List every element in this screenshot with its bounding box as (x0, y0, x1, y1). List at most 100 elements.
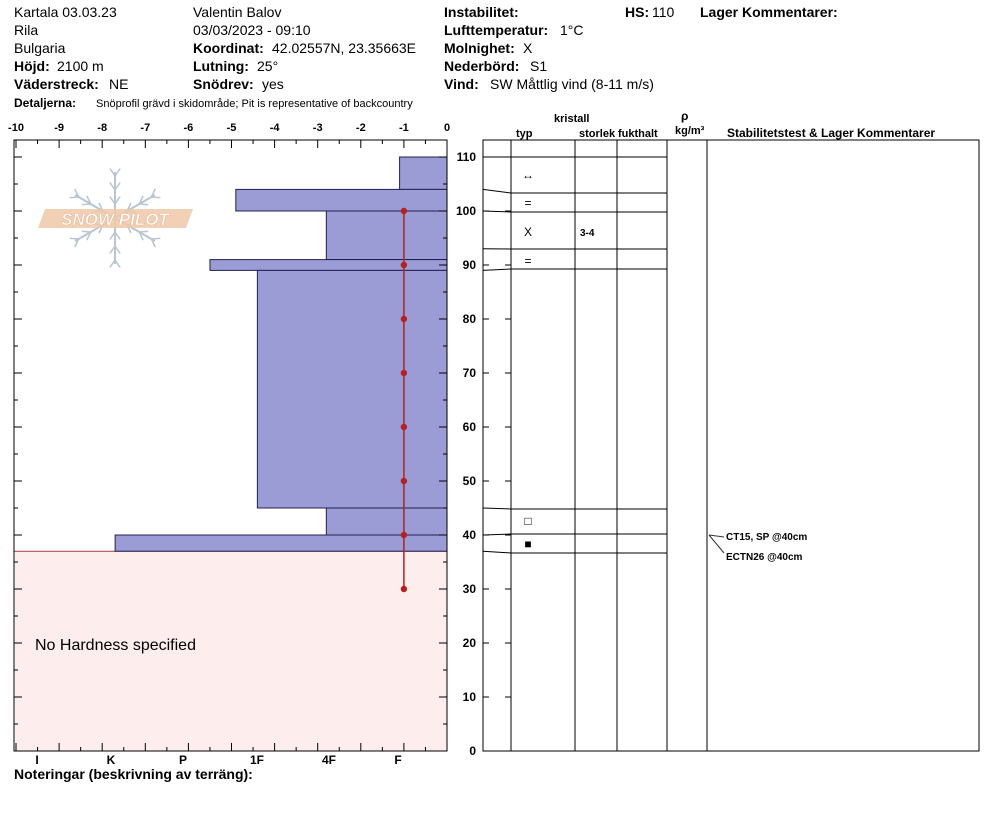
temp-tick-label: -6 (184, 122, 194, 134)
range-name: Rila (14, 22, 39, 38)
temp-tick-label: -3 (313, 122, 323, 134)
details-value: Snöprofil grävd i skidområde; Pit is rep… (96, 98, 413, 110)
snowflake-branch (139, 230, 149, 233)
stability-header: Stabilitetstest & Lager Kommentarer (727, 126, 936, 140)
snowflake-branch (109, 196, 116, 205)
table-frame (482, 139, 980, 752)
hardness-tick-label: K (107, 753, 116, 767)
precip-label: Nederbörd: (444, 58, 520, 74)
height-tick-label: 0 (469, 744, 476, 758)
plot-frame (13, 139, 448, 752)
height-tick-label: 110 (457, 150, 477, 164)
layer-connector (482, 550, 512, 554)
height-tick-label: 100 (456, 204, 476, 218)
stability-test-label: CT15, SP @40cm (726, 532, 807, 543)
no-hardness-text: No Hardness specified (35, 637, 196, 654)
snowflake-branch (86, 231, 92, 241)
hardness-tick-label: P (179, 753, 187, 767)
snowflake-branch (151, 196, 161, 199)
height-tick-label: 30 (463, 582, 477, 596)
temperature-point (400, 423, 408, 431)
height-tick-label: 20 (463, 636, 477, 650)
wind-label: Vind: (444, 76, 479, 92)
snowflake-branch (69, 237, 79, 240)
stability-pointer (708, 534, 725, 538)
logo-text: SNOW PILOT (61, 210, 170, 229)
kristall-header: kristall (554, 113, 590, 125)
height-tick-label: 90 (463, 258, 477, 272)
grain-type-symbol: = (524, 254, 531, 268)
layer-connector (482, 188, 512, 194)
notes-label: Noteringar (beskrivning av terräng): (14, 766, 253, 782)
temperature-point (400, 261, 408, 269)
temp-tick-label: -8 (97, 122, 107, 134)
instability-label: Instabilitet: (444, 4, 519, 20)
sky-value: X (523, 40, 533, 56)
snowflake-branch (109, 259, 116, 268)
temperature-point (400, 531, 408, 539)
snowflake-branch (81, 203, 91, 206)
temperature-point (400, 315, 408, 323)
snowflake-branch (81, 230, 91, 233)
drift-label: Snödrev: (193, 76, 254, 92)
temp-tick-label: -4 (270, 122, 281, 134)
layer-connector (482, 210, 512, 213)
snowflake-branch (114, 231, 121, 240)
snowflake-branch (114, 196, 121, 205)
snowflake-branch (74, 188, 80, 198)
height-tick-label: 40 (463, 528, 477, 542)
storlek-header: storlek (579, 128, 616, 140)
observation-datetime: 03/03/2023 - 09:10 (193, 22, 311, 38)
snowflake-branch (109, 168, 116, 177)
snowflake-branch (138, 231, 144, 241)
temp-tick-label: -2 (356, 122, 366, 134)
logo-banner (38, 209, 193, 228)
coordinate-label: Koordinat: (193, 40, 264, 56)
hardness-tick-label: I (35, 753, 38, 767)
fukthalt-header: fukthalt (618, 128, 658, 140)
grain-type-symbol: ■ (524, 537, 531, 551)
hardness-layer (256, 269, 448, 509)
snowflake-branch (150, 238, 156, 248)
sky-label: Molnighet: (444, 40, 515, 56)
grain-type-symbol: □ (524, 514, 531, 528)
grain-type-symbol: X (524, 225, 532, 239)
snowflake-branch (114, 245, 121, 254)
hardness-tick-label: 1F (250, 753, 264, 767)
snowflake-branch (109, 245, 116, 254)
slope-label: Lutning: (193, 58, 249, 74)
height-tick-label: 60 (463, 420, 477, 434)
temperature-point (400, 369, 408, 377)
elevation-label: Höjd: (14, 58, 50, 74)
height-tick-label: 10 (463, 690, 477, 704)
layer-comments-label: Lager Kommentarer: (700, 4, 838, 20)
stability-pointer (708, 534, 725, 554)
airtemp-label: Lufttemperatur: (444, 22, 549, 38)
layer-connector (482, 533, 512, 536)
temperature-point (400, 207, 408, 215)
layer-connector (482, 268, 512, 271)
hardness-tick-label: F (394, 753, 401, 767)
snowflake-branch (114, 259, 121, 268)
snowflake-branch (109, 231, 116, 240)
hardness-tick-label: 4F (322, 753, 336, 767)
hardness-layer (325, 507, 448, 536)
layer-connector (482, 507, 512, 510)
snowflake-branch (138, 195, 144, 205)
rho-header: ρ (681, 109, 689, 123)
hardness-layer (209, 259, 448, 271)
coordinate-value: 42.02557N, 23.35663E (272, 40, 417, 56)
snowflake-branch (109, 182, 116, 191)
temp-tick-label: -7 (140, 122, 150, 134)
hardness-layer (235, 188, 448, 212)
snowflake-branch (114, 168, 121, 177)
temp-tick-label: -10 (8, 122, 24, 134)
temp-tick-label: -5 (227, 122, 237, 134)
height-tick-label: 80 (463, 312, 477, 326)
snowflake-branch (150, 188, 156, 198)
drift-value: yes (262, 76, 284, 92)
aspect-label: Väderstreck: (14, 76, 99, 92)
grain-type-symbol: ↔ (522, 168, 534, 182)
observer-name: Valentin Balov (193, 4, 282, 20)
